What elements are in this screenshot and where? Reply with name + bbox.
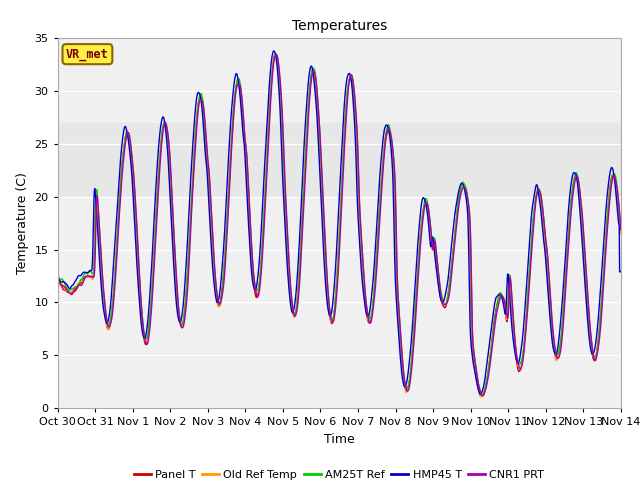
CNR1 PRT bbox=[617, 227, 625, 233]
CNR1 PRT bbox=[54, 228, 61, 234]
Old Ref Temp bbox=[179, 322, 187, 327]
Old Ref Temp bbox=[271, 52, 279, 58]
Panel T bbox=[179, 321, 187, 327]
Text: VR_met: VR_met bbox=[66, 48, 109, 60]
Old Ref Temp bbox=[501, 307, 509, 313]
HMP45 T bbox=[165, 176, 173, 181]
Panel T bbox=[427, 235, 435, 240]
Old Ref Temp bbox=[551, 351, 559, 357]
Line: HMP45 T: HMP45 T bbox=[58, 51, 621, 395]
Y-axis label: Temperature (C): Temperature (C) bbox=[16, 172, 29, 274]
Old Ref Temp bbox=[242, 150, 250, 156]
AM25T Ref bbox=[179, 320, 187, 325]
Panel T bbox=[242, 151, 250, 156]
Bar bbox=[58, 123, 621, 197]
Panel T bbox=[617, 228, 625, 233]
AM25T Ref bbox=[501, 300, 509, 306]
Old Ref Temp bbox=[165, 152, 173, 158]
AM25T Ref bbox=[272, 51, 280, 57]
Old Ref Temp bbox=[617, 231, 625, 237]
CNR1 PRT bbox=[427, 228, 435, 234]
HMP45 T bbox=[427, 244, 435, 250]
Legend: Panel T, Old Ref Temp, AM25T Ref, HMP45 T, CNR1 PRT: Panel T, Old Ref Temp, AM25T Ref, HMP45 … bbox=[130, 465, 548, 480]
Panel T bbox=[272, 52, 280, 58]
Panel T bbox=[54, 275, 61, 281]
AM25T Ref bbox=[617, 223, 625, 229]
Line: Panel T: Panel T bbox=[58, 55, 621, 395]
HMP45 T bbox=[501, 310, 509, 316]
CNR1 PRT bbox=[179, 324, 187, 330]
Title: Temperatures: Temperatures bbox=[292, 19, 387, 33]
Line: CNR1 PRT: CNR1 PRT bbox=[58, 55, 621, 396]
HMP45 T bbox=[551, 350, 559, 356]
HMP45 T bbox=[179, 306, 187, 312]
CNR1 PRT bbox=[272, 52, 280, 58]
Line: AM25T Ref: AM25T Ref bbox=[58, 54, 621, 395]
AM25T Ref bbox=[242, 142, 250, 148]
X-axis label: Time: Time bbox=[324, 432, 355, 445]
HMP45 T bbox=[242, 170, 250, 176]
HMP45 T bbox=[617, 269, 625, 275]
Line: Old Ref Temp: Old Ref Temp bbox=[58, 55, 621, 397]
Panel T bbox=[551, 349, 559, 355]
AM25T Ref bbox=[165, 144, 173, 150]
AM25T Ref bbox=[427, 228, 435, 234]
CNR1 PRT bbox=[479, 393, 486, 398]
AM25T Ref bbox=[479, 392, 486, 398]
Panel T bbox=[501, 307, 509, 313]
CNR1 PRT bbox=[165, 144, 173, 149]
HMP45 T bbox=[270, 48, 278, 54]
HMP45 T bbox=[54, 275, 61, 281]
AM25T Ref bbox=[551, 345, 559, 351]
CNR1 PRT bbox=[551, 342, 559, 348]
Panel T bbox=[165, 152, 173, 157]
Old Ref Temp bbox=[427, 235, 435, 240]
CNR1 PRT bbox=[242, 144, 250, 150]
Old Ref Temp bbox=[477, 394, 485, 400]
HMP45 T bbox=[477, 392, 484, 397]
CNR1 PRT bbox=[501, 300, 509, 306]
Panel T bbox=[478, 392, 486, 398]
AM25T Ref bbox=[54, 228, 61, 233]
Old Ref Temp bbox=[54, 278, 61, 284]
